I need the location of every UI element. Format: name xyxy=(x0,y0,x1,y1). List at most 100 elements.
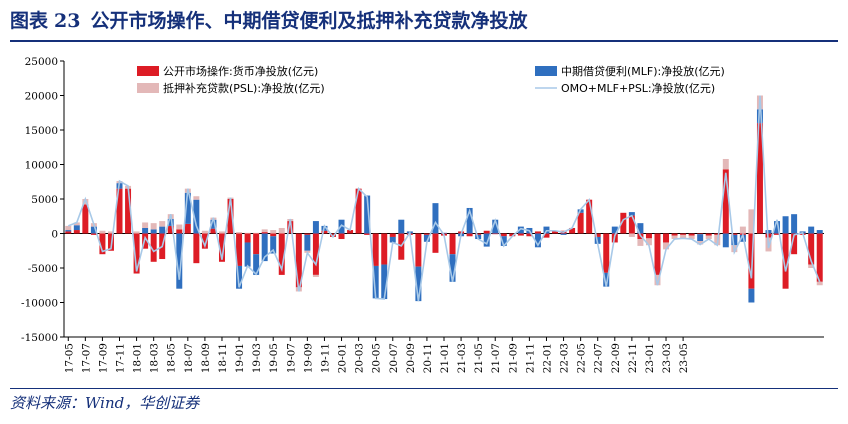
x-tick-label: 23-01 xyxy=(644,343,656,373)
bar-omo xyxy=(244,233,251,243)
y-tick-label: -15000 xyxy=(21,332,58,344)
bar-psl xyxy=(218,231,225,234)
bar-omo xyxy=(466,233,473,237)
bar-omo xyxy=(688,233,695,236)
bar-omo xyxy=(509,233,516,237)
bar-omo xyxy=(654,233,661,275)
legend-label-omo: 公开市场操作:货币净投放(亿元) xyxy=(163,64,318,78)
bar-mlf xyxy=(270,236,277,254)
y-tick-label: 0 xyxy=(51,229,58,241)
y-tick-label: 10000 xyxy=(25,160,58,172)
y-tick-label: -10000 xyxy=(21,298,58,310)
bar-mlf xyxy=(176,233,183,289)
bar-mlf xyxy=(159,226,166,234)
bar-omo xyxy=(261,232,268,234)
bar-mlf xyxy=(466,207,473,234)
bar-psl xyxy=(816,281,823,286)
bar-mlf xyxy=(492,219,499,234)
bar-mlf xyxy=(398,219,405,234)
bar-psl xyxy=(680,234,687,239)
bar-mlf xyxy=(628,212,635,216)
bar-psl xyxy=(133,231,140,234)
legend-swatch-mlf xyxy=(535,66,557,76)
bar-psl xyxy=(312,274,319,277)
bar-omo xyxy=(201,233,208,249)
bar-mlf xyxy=(697,234,704,242)
bar-mlf xyxy=(389,236,396,243)
bar-omo xyxy=(270,233,277,237)
net-injection-chart: -15000 -10000 -5000 0 5000 10000 15000 20000 250… xyxy=(21,56,824,373)
bar-mlf xyxy=(611,226,618,234)
bar-mlf xyxy=(423,234,430,242)
x-tick-label: 22-05 xyxy=(576,343,588,373)
x-tick-label: 18-05 xyxy=(166,343,178,373)
x-tick-label: 22-11 xyxy=(627,343,639,373)
bar-mlf xyxy=(722,233,729,248)
bar-psl xyxy=(697,241,704,245)
x-tick-label: 19-11 xyxy=(319,343,331,373)
y-tick-label: 15000 xyxy=(25,125,58,137)
legend: 公开市场操作:货币净投放(亿元) 中期借贷便利(MLF):净投放(亿元) 抵押补充贷… xyxy=(137,64,725,95)
bar-omo xyxy=(287,221,294,234)
legend-label-mlf: 中期借贷便利(MLF):净投放(亿元) xyxy=(561,64,725,78)
x-tick-label: 21-09 xyxy=(507,343,519,373)
bar-omo xyxy=(167,225,174,234)
bar-omo xyxy=(73,230,80,234)
x-tick-label: 23-03 xyxy=(661,343,673,373)
bar-omo xyxy=(645,233,652,239)
bar-omo xyxy=(663,233,670,243)
bar-omo xyxy=(671,233,678,236)
bar-omo xyxy=(150,233,157,262)
bar-mlf xyxy=(517,226,524,234)
figure-title-text: 公开市场操作、中期借贷便利及抵押补充贷款净投放 xyxy=(90,10,528,32)
bar-mlf xyxy=(441,232,447,234)
bar-omo xyxy=(791,233,798,255)
y-tick-label: -5000 xyxy=(28,263,58,275)
bar-omo xyxy=(628,215,635,234)
x-tick-label: 22-01 xyxy=(541,343,553,373)
bar-mlf xyxy=(244,242,251,267)
bar-mlf xyxy=(415,266,422,302)
bar-omo xyxy=(483,230,490,234)
bar-psl xyxy=(159,221,166,227)
bar-omo xyxy=(748,233,755,289)
bar-omo xyxy=(586,199,593,234)
bar-omo xyxy=(603,233,610,273)
x-tick-label: 22-09 xyxy=(610,343,622,373)
bar-omo xyxy=(808,233,815,265)
bar-omo xyxy=(569,227,576,234)
bar-psl xyxy=(201,230,208,234)
bar-mlf xyxy=(748,288,755,303)
bar-omo xyxy=(99,233,106,255)
bar-omo xyxy=(355,188,362,234)
bar-mlf xyxy=(449,254,456,282)
bar-omo xyxy=(295,233,302,288)
bar-psl xyxy=(99,230,106,234)
y-axis: -15000 -10000 -5000 0 5000 10000 15000 20000 250… xyxy=(21,56,824,344)
bar-psl xyxy=(645,238,652,246)
x-tick-label: 18-11 xyxy=(217,343,229,373)
bar-omo xyxy=(90,233,97,235)
x-tick-label: 22-03 xyxy=(559,343,571,373)
bar-mlf xyxy=(791,214,798,234)
bar-omo xyxy=(756,123,763,234)
bar-omo xyxy=(492,233,499,235)
bar-omo xyxy=(705,233,712,236)
bar-omo xyxy=(107,233,114,251)
bar-mlf xyxy=(560,233,567,235)
bar-psl xyxy=(808,264,815,268)
bar-omo xyxy=(125,188,132,234)
bar-mlf xyxy=(774,221,781,234)
bar-mlf xyxy=(731,234,738,246)
bar-omo xyxy=(620,212,627,234)
bar-omo xyxy=(415,233,422,267)
bar-mlf xyxy=(500,236,507,246)
bar-mlf xyxy=(210,219,217,229)
bar-mlf xyxy=(756,109,763,124)
bar-mlf xyxy=(253,254,260,275)
bar-omo xyxy=(304,233,311,235)
figure-number: 23 xyxy=(54,10,81,32)
bar-omo xyxy=(176,229,183,234)
bar-mlf xyxy=(150,229,157,234)
x-tick-label: 21-03 xyxy=(456,343,468,373)
